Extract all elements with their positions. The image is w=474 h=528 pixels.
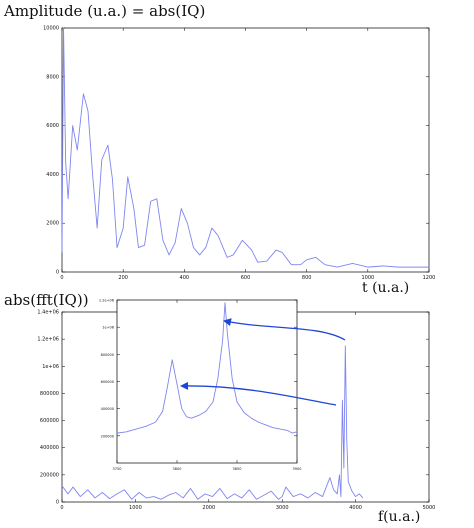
inset-x-axis: 3750 3800 3850 3900 [113,300,302,471]
inset-xtick-label: 3850 [233,467,242,471]
top-y-axis: 0 2000 4000 6000 8000 10000 [43,26,429,276]
top-xtick-label: 0 [60,275,63,281]
inset-xtick-label: 3800 [173,467,182,471]
top-ytick-label: 6000 [46,123,59,129]
inset-xtick-label: 3750 [113,467,122,471]
bottom-ytick-label: 0 [56,500,59,506]
top-xlabel: t (u.a.) [362,280,409,296]
top-ytick-label: 2000 [46,221,59,227]
bottom-ytick-label: 400000 [40,445,59,451]
top-series-line [61,27,429,268]
top-ytick-label: 0 [56,270,59,276]
bottom-xlabel: f(u.a.) [378,509,420,525]
bottom-ytick-label: 1.2e+06 [37,337,59,343]
bottom-ytick-label: 1.4e+06 [37,310,59,316]
inset-plot: 200000 400000 600000 800000 1e+06 1.2e+06 375… [99,299,302,472]
top-xtick-label: 600 [241,275,251,281]
bottom-series-line [61,345,364,500]
bottom-x-axis: 0 1000 2000 3000 4000 5000 [60,312,435,511]
bottom-ytick-label: 800000 [40,391,59,397]
bottom-series [61,345,364,500]
bottom-ytick-label: 600000 [40,418,59,424]
bottom-xtick-label: 2000 [202,505,215,511]
bottom-xtick-label: 3000 [276,505,289,511]
inset-series [116,302,298,434]
top-x-axis: 0 200 400 600 800 1000 1200 [60,28,435,281]
bottom-title: abs(fft(IQ)) [4,291,89,309]
top-plot: 0 2000 4000 6000 8000 10000 0 200 400 600 800 1000… [43,26,435,282]
inset-ytick-label: 200000 [101,434,114,438]
top-xtick-label: 1200 [423,275,436,281]
inset-series-line [116,302,298,434]
inset-ytick-label: 400000 [101,407,114,411]
inset-background [117,300,297,463]
bottom-xtick-label: 1000 [129,505,142,511]
top-series [61,27,429,268]
bottom-xtick-label: 0 [60,505,63,511]
bottom-y-axis: 0 200000 400000 600000 800000 1e+06 1.2e+06 1.4… [37,310,429,506]
bottom-xtick-label: 5000 [423,505,436,511]
top-xtick-label: 800 [302,275,312,281]
bottom-ytick-label: 1e+06 [42,364,59,370]
inset-ytick-label: 1e+06 [102,326,114,330]
top-xtick-label: 1000 [361,275,374,281]
top-ytick-label: 4000 [46,172,59,178]
annotation-arrow-left-peak [180,381,337,406]
bottom-ytick-label: 200000 [40,472,59,478]
top-ytick-label: 10000 [43,26,59,32]
bottom-xtick-label: 4000 [349,505,362,511]
top-ytick-label: 8000 [46,74,59,80]
inset-ytick-label: 800000 [101,353,114,357]
top-xtick-label: 200 [118,275,128,281]
inset-ytick-label: 1.2e+06 [99,299,114,303]
annotation-arrow-right-peak [223,318,346,341]
top-xtick-label: 400 [180,275,190,281]
inset-xtick-label: 3900 [293,467,302,471]
inset-y-axis: 200000 400000 600000 800000 1e+06 1.2e+06 [99,299,297,438]
inset-ytick-label: 600000 [101,380,114,384]
top-title: Amplitude (u.a.) = abs(IQ) [3,2,205,20]
